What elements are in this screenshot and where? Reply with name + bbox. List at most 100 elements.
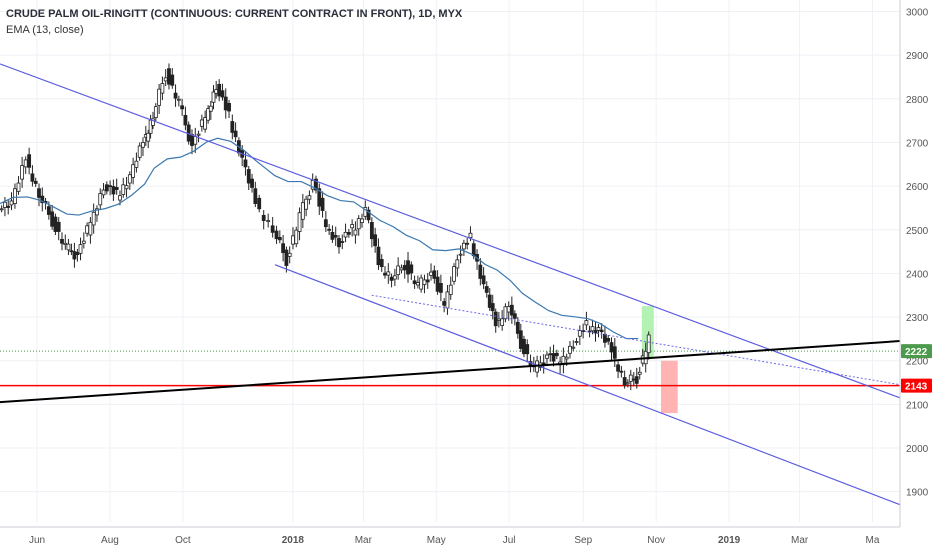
candle-body (294, 229, 299, 245)
candle-body (274, 230, 279, 240)
candle-body (160, 83, 165, 94)
candle-body (396, 265, 401, 275)
candle-body (606, 338, 611, 342)
candle-body (9, 200, 14, 206)
candle-body (551, 353, 556, 362)
price-tick-label: 2900 (906, 51, 929, 62)
candle-body (243, 159, 248, 168)
candle-body (574, 341, 579, 343)
candle-body (317, 188, 322, 207)
candle-body (392, 275, 397, 280)
price-tick-label: 3000 (906, 8, 929, 19)
price-tick-label: 2600 (906, 182, 929, 193)
candle-body (6, 205, 11, 208)
channel-bottom-line (274, 264, 901, 506)
candle-body (389, 276, 394, 281)
candle-body (379, 259, 384, 268)
candle-body (637, 371, 642, 375)
candle-body (304, 198, 309, 210)
candle-body (108, 185, 113, 188)
price-tick-label: 2700 (906, 138, 929, 149)
candle-body (69, 250, 74, 253)
candle-body (85, 225, 90, 234)
candle-body (270, 225, 275, 233)
trendlines (0, 63, 901, 506)
candle-body (23, 159, 28, 168)
candle-body (60, 238, 64, 244)
time-tick-label: Sep (574, 535, 592, 546)
candlestick-series (0, 63, 651, 391)
candle-body (320, 197, 325, 211)
candle-body (291, 235, 295, 245)
candle-body (442, 301, 447, 306)
candle-body (350, 224, 355, 229)
candle-body (190, 134, 194, 146)
horizontal-levels (0, 350, 900, 387)
candle-body (493, 311, 498, 327)
candle-body (284, 249, 289, 266)
candle-body (484, 286, 489, 293)
candle-body (448, 284, 453, 295)
candle-body (599, 329, 604, 333)
candle-body (131, 164, 136, 178)
candle-body (376, 246, 381, 266)
candle-body (16, 182, 21, 192)
candle-body (646, 334, 651, 354)
candle-body (346, 231, 351, 235)
candle-body (163, 77, 168, 82)
candle-body (490, 303, 495, 312)
candle-body (253, 188, 258, 204)
candle-body (343, 231, 348, 238)
price-label: 2222 (905, 347, 928, 358)
candle-body (625, 382, 630, 385)
candle-body (37, 188, 41, 198)
candle-body (227, 102, 231, 112)
candle-body (503, 306, 508, 320)
candle-body (297, 212, 302, 232)
candle-body (56, 221, 61, 232)
candle-body (360, 218, 364, 223)
candle-body (337, 238, 341, 248)
candle-body (435, 276, 440, 292)
time-tick-label: 2019 (718, 535, 741, 546)
candle-body (81, 240, 86, 244)
target-box (641, 306, 654, 359)
candle-body (616, 364, 620, 372)
time-axis-bg (0, 527, 932, 550)
candle-body (634, 376, 639, 384)
candle-body (211, 91, 216, 103)
candle-body (63, 242, 68, 245)
candle-body (412, 280, 417, 285)
candle-body (522, 338, 526, 355)
candle-body (104, 184, 109, 192)
candle-body (66, 243, 71, 251)
time-tick-label: 2018 (282, 535, 305, 546)
time-axis[interactable]: Jun Aug Oct 2018 Mar May Jul Sep Nov 2019 Mar Ma (0, 526, 932, 550)
candle-body (545, 354, 549, 359)
candle-body (281, 243, 286, 254)
candle-body (458, 253, 463, 256)
midline-dotted-line (371, 294, 901, 386)
price-tick-label: 2500 (906, 226, 929, 237)
candle-body (327, 228, 332, 231)
candle-body (170, 74, 175, 86)
candle-body (429, 271, 433, 276)
candle-body (525, 344, 530, 355)
candle-body (419, 277, 424, 290)
candle-body (27, 154, 32, 168)
candle-body (554, 352, 559, 357)
candle-body (134, 160, 139, 168)
price-axis[interactable]: 1900 2000 2100 2200 2300 2400 2500 2600 2700 2800… (899, 0, 932, 550)
candle-body (199, 119, 204, 127)
channel-top-line (0, 63, 901, 399)
time-tick-label: May (427, 535, 446, 546)
candle-body (287, 252, 292, 257)
candle-body (455, 259, 460, 269)
candle-body (146, 132, 151, 142)
candle-body (438, 283, 443, 293)
candle-body (330, 231, 335, 240)
candle-body (603, 333, 607, 343)
price-tick-label: 2400 (906, 269, 929, 280)
candle-body (50, 211, 55, 227)
